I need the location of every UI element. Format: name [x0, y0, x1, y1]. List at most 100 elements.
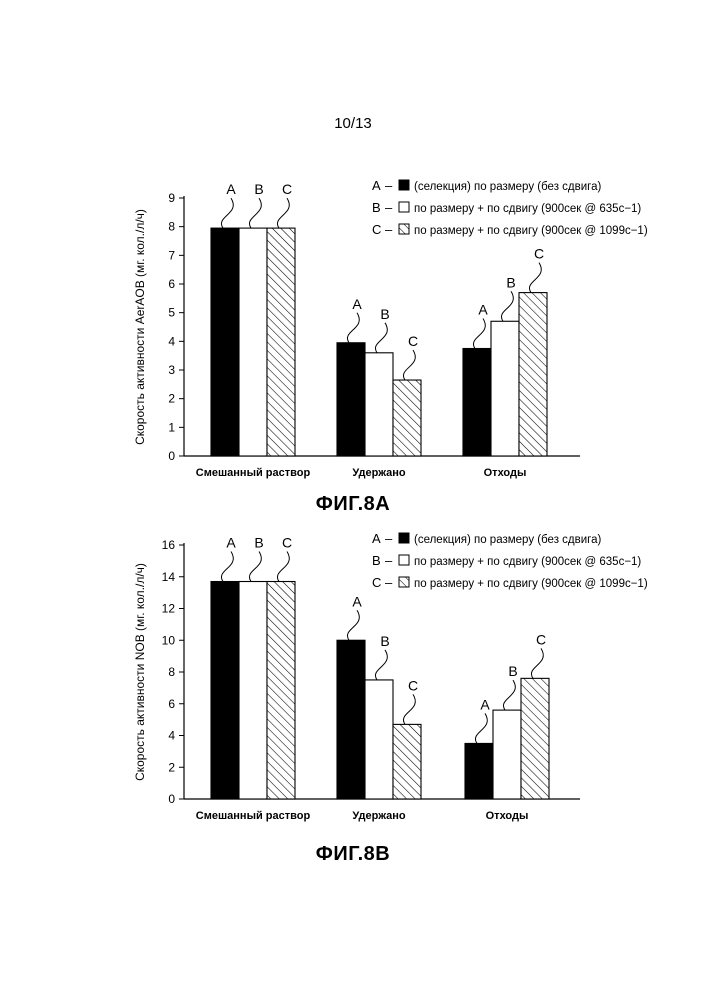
- y-tick-label: 8: [168, 665, 175, 679]
- y-tick-label: 9: [168, 191, 175, 205]
- bar-label: A: [226, 535, 236, 551]
- legend-key: C: [372, 575, 381, 590]
- bar-label-leader: [403, 694, 415, 724]
- legend-dash: –: [385, 178, 393, 193]
- bar-b: [365, 680, 393, 799]
- bar-label: A: [352, 296, 362, 312]
- bar-label-leader: [403, 350, 415, 380]
- bar-a: [465, 743, 493, 799]
- bar-c: [393, 724, 421, 799]
- bar-label-leader: [375, 650, 387, 680]
- legend-swatch-a: [399, 533, 409, 543]
- legend-dash: –: [385, 531, 393, 546]
- bar-label: A: [480, 696, 490, 712]
- legend-key: B: [372, 200, 381, 215]
- bar-label-leader: [531, 648, 543, 678]
- bar-label: C: [534, 246, 544, 262]
- bar-c: [267, 228, 295, 456]
- legend-dash: –: [385, 553, 393, 568]
- bar-c: [393, 380, 421, 456]
- bar-label: B: [380, 306, 389, 322]
- legend-dash: –: [385, 575, 393, 590]
- legend-text: по размеру + по сдвигу (900сек @ 635с−1): [414, 203, 641, 215]
- chart-fig-8a: 0123456789Скорость активности AerAOB (мг…: [0, 160, 706, 490]
- bar-label-leader: [503, 680, 515, 710]
- bar-label: C: [408, 333, 418, 349]
- category-label: Удержано: [352, 467, 406, 479]
- legend-swatch-c: [399, 224, 409, 234]
- y-tick-label: 6: [168, 277, 175, 291]
- bar-label-leader: [473, 319, 485, 349]
- bar-a: [211, 582, 239, 799]
- bar-label-leader: [375, 323, 387, 353]
- bar-label: B: [506, 274, 515, 290]
- bar-label: C: [536, 631, 546, 647]
- bar-label: B: [380, 633, 389, 649]
- bar-label: C: [282, 181, 292, 197]
- y-tick-label: 16: [162, 538, 176, 552]
- category-label: Отходы: [486, 810, 529, 822]
- legend-text: (селекция) по размеру (без сдвига): [414, 534, 601, 546]
- figure-caption-8b: ФИГ.8В: [0, 843, 706, 866]
- bar-b: [239, 228, 267, 456]
- legend-swatch-a: [399, 180, 409, 190]
- legend-swatch-b: [399, 555, 409, 565]
- bar-label-leader: [249, 198, 261, 228]
- y-axis-label: Скорость активности AerAOB (мг. кол./л/ч…: [133, 209, 147, 445]
- category-label: Удержано: [352, 810, 406, 822]
- bar-a: [337, 343, 365, 456]
- y-tick-label: 0: [168, 449, 175, 463]
- figure-caption-8a: ФИГ.8А: [0, 493, 706, 516]
- y-tick-label: 6: [168, 697, 175, 711]
- page-number: 10/13: [0, 115, 706, 132]
- bar-label-leader: [501, 291, 513, 321]
- legend-dash: –: [385, 200, 393, 215]
- bar-b: [491, 321, 519, 456]
- bar-label: C: [408, 677, 418, 693]
- legend-key: B: [372, 553, 381, 568]
- bar-label-leader: [277, 198, 289, 228]
- bar-a: [337, 640, 365, 799]
- bar-label: A: [352, 593, 362, 609]
- y-tick-label: 7: [168, 248, 175, 262]
- y-tick-label: 3: [168, 363, 175, 377]
- bar-a: [463, 349, 491, 457]
- bar-label-leader: [347, 313, 359, 343]
- bar-label: A: [478, 302, 488, 318]
- bar-label-leader: [277, 552, 289, 582]
- y-tick-label: 2: [168, 392, 175, 406]
- bar-label-leader: [475, 713, 487, 743]
- y-tick-label: 1: [168, 420, 175, 434]
- bar-c: [267, 582, 295, 799]
- y-axis-label: Скорость активности NOB (мг. кол./л/ч): [133, 563, 147, 781]
- legend-swatch-c: [399, 577, 409, 587]
- y-tick-label: 8: [168, 220, 175, 234]
- bar-label: B: [508, 663, 517, 679]
- bar-label-leader: [221, 552, 233, 582]
- bar-b: [365, 353, 393, 456]
- legend-text: по размеру + по сдвигу (900сек @ 1099с−1…: [414, 225, 648, 237]
- y-tick-label: 4: [168, 334, 175, 348]
- bar-label-leader: [347, 610, 359, 640]
- bar-label-leader: [249, 552, 261, 582]
- bar-b: [493, 710, 521, 799]
- y-tick-label: 12: [162, 602, 176, 616]
- category-label: Смешанный раствор: [196, 810, 311, 822]
- bar-a: [211, 228, 239, 456]
- bar-label: B: [254, 535, 263, 551]
- legend-key: A: [372, 178, 381, 193]
- bar-b: [239, 582, 267, 799]
- y-tick-label: 2: [168, 760, 175, 774]
- bar-label-leader: [529, 263, 541, 293]
- y-tick-label: 0: [168, 792, 175, 806]
- y-tick-label: 4: [168, 729, 175, 743]
- bar-c: [519, 293, 547, 456]
- legend-key: A: [372, 531, 381, 546]
- legend-text: по размеру + по сдвигу (900сек @ 635с−1): [414, 556, 641, 568]
- y-tick-label: 10: [162, 633, 176, 647]
- bar-label: B: [254, 181, 263, 197]
- category-label: Смешанный раствор: [196, 467, 311, 479]
- bar-label-leader: [221, 198, 233, 228]
- category-label: Отходы: [484, 467, 527, 479]
- bar-c: [521, 678, 549, 799]
